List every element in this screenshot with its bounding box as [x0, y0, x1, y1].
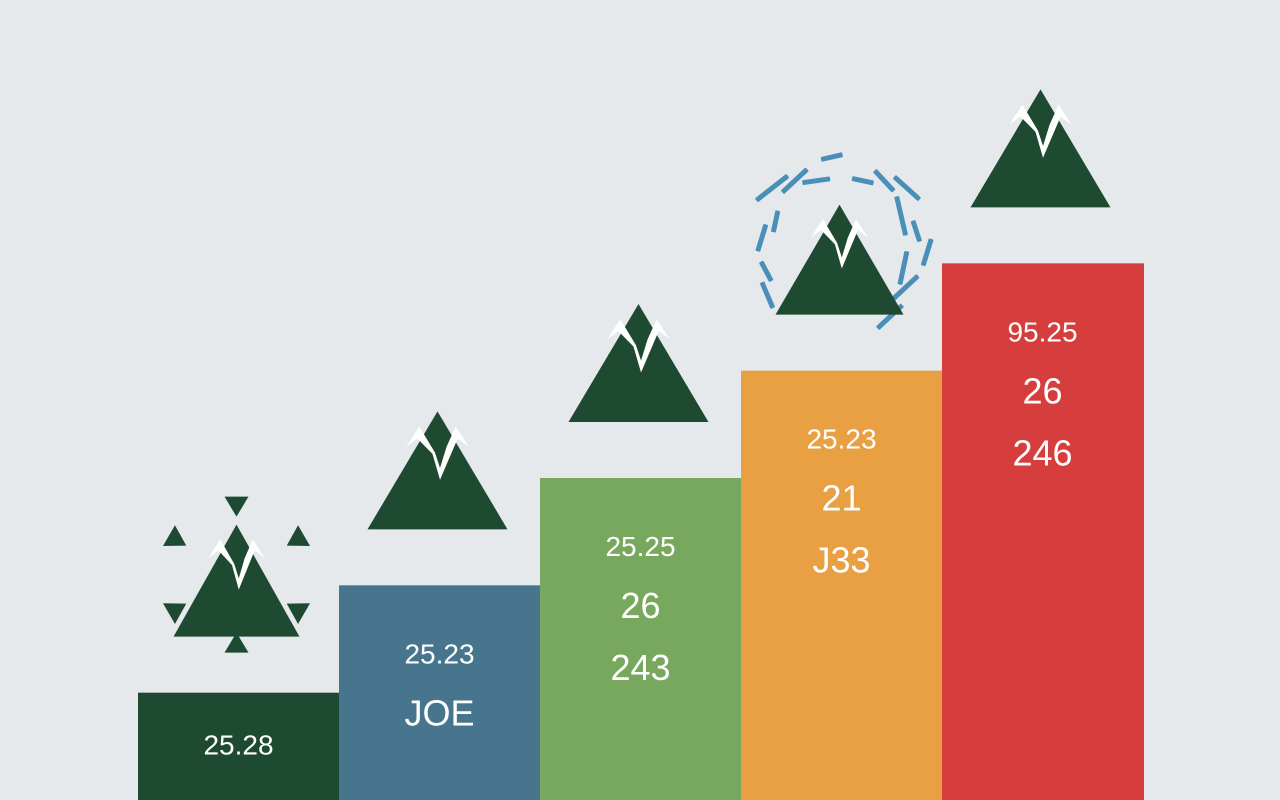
mountain-snow	[810, 218, 869, 269]
mountain-snow	[208, 539, 265, 590]
bar-label: J33	[812, 540, 870, 581]
bar-group: 25.23 21 J33	[741, 152, 942, 800]
sun-ray	[286, 525, 311, 547]
dash-mark	[755, 223, 769, 252]
dash-mark	[920, 238, 934, 267]
dash-mark	[873, 169, 896, 193]
bar-group: 95.25 26 246	[942, 89, 1144, 800]
bar-label: 25.25	[605, 531, 675, 562]
bar-group: 25.25 26 243	[540, 304, 741, 800]
sun-ray	[224, 632, 249, 653]
mountain-icon	[367, 411, 508, 530]
sun-ray	[286, 603, 311, 625]
dash-mark	[771, 210, 781, 233]
mountain-sunburst-icon	[162, 496, 311, 653]
bar-label: 26	[1022, 370, 1062, 411]
dash-mark	[781, 167, 809, 194]
dash-mark	[887, 274, 920, 305]
bar	[741, 370, 942, 800]
bar-label: 25.23	[404, 638, 474, 669]
bar-group: 25.23 JOE	[339, 411, 540, 800]
bar-label: 246	[1012, 432, 1072, 473]
dash-mark	[894, 196, 908, 236]
dash-mark	[759, 281, 775, 309]
dash-mark	[820, 152, 843, 162]
bar-label: 25.23	[806, 424, 876, 455]
mountain-icon	[970, 89, 1111, 208]
dash-mark	[897, 250, 910, 285]
mountain-snow	[607, 319, 670, 373]
dash-mark	[759, 260, 774, 282]
dash-mark	[910, 220, 922, 243]
mountain-dashes-icon	[755, 152, 934, 330]
bar-group: 25.28	[138, 496, 339, 800]
bar	[138, 692, 339, 800]
bar	[540, 478, 741, 800]
sun-ray	[224, 496, 249, 517]
bar-label: 243	[610, 647, 670, 688]
dash-mark	[851, 176, 874, 186]
bar	[339, 585, 540, 800]
sun-ray	[162, 525, 187, 547]
sun-ray	[162, 603, 187, 625]
bar-label: 25.28	[203, 730, 273, 761]
bar-label: JOE	[404, 692, 474, 733]
dash-mark	[755, 174, 789, 202]
bar-label: 21	[821, 478, 861, 519]
bar	[942, 263, 1144, 800]
bar-label: 95.25	[1007, 316, 1077, 347]
dash-mark	[893, 175, 921, 201]
mountain-icon	[568, 304, 709, 422]
bar-label: 26	[620, 585, 660, 626]
dash-mark	[802, 176, 831, 186]
mountain-snow	[1009, 104, 1072, 158]
mountain-snow	[406, 426, 469, 480]
